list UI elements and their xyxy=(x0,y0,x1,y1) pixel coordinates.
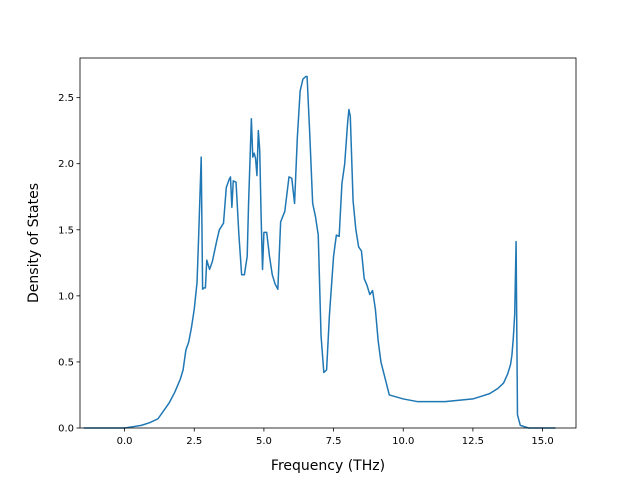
y-tick-label: 0.0 xyxy=(58,424,74,435)
y-tick-label: 1.0 xyxy=(58,291,74,302)
x-tick-label: 2.5 xyxy=(186,436,202,447)
y-tick-label: 2.0 xyxy=(58,159,74,170)
x-tick-label: 12.5 xyxy=(462,436,484,447)
y-tick-label: 2.5 xyxy=(58,93,74,104)
x-tick-label: 5.0 xyxy=(256,436,272,447)
y-axis-label: Density of States xyxy=(26,183,42,303)
x-axis-ticks: 0.0 2.5 5.0 7.5 10.0 12.5 15.0 xyxy=(117,428,554,447)
x-tick-label: 10.0 xyxy=(392,436,414,447)
x-tick-label: 0.0 xyxy=(117,436,133,447)
x-tick-label: 15.0 xyxy=(531,436,553,447)
y-axis-ticks: 0.0 0.5 1.0 1.5 2.0 2.5 xyxy=(58,93,80,435)
y-tick-label: 0.5 xyxy=(58,357,74,368)
dos-series-line xyxy=(83,75,556,429)
plot-frame xyxy=(79,57,577,429)
x-axis-label: Frequency (THz) xyxy=(271,458,385,474)
x-tick-label: 7.5 xyxy=(326,436,342,447)
y-tick-label: 1.5 xyxy=(58,225,74,236)
plot-area xyxy=(80,58,576,428)
